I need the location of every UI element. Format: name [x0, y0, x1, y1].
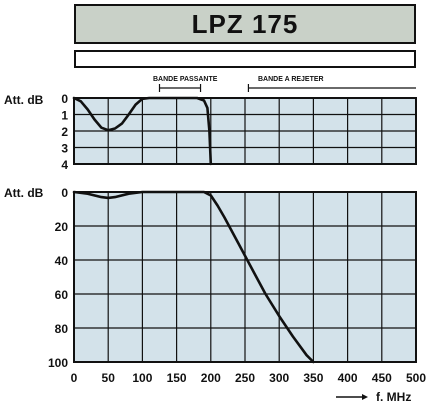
passband-panel: 0 1 2 3 4: [61, 92, 417, 172]
reject-band-label: BANDE A REJETER: [258, 76, 324, 83]
y-tick-label: 4: [61, 158, 68, 172]
response-curve: [72, 190, 315, 364]
y-tick-label: 60: [55, 288, 69, 302]
x-axis-label: f. MHz: [376, 390, 411, 403]
pass-band-label: BANDE PASSANTE: [153, 76, 218, 83]
x-tick-label: 250: [235, 371, 255, 385]
y-tick-label: 2: [61, 125, 68, 139]
x-tick-label: 450: [372, 371, 392, 385]
x-tick-label: 300: [269, 371, 289, 385]
x-tick-label: 500: [406, 371, 426, 385]
x-tick-label: 100: [132, 371, 152, 385]
chart-title: LPZ 175: [191, 8, 299, 39]
band-strip: [74, 50, 416, 68]
response-curve: [72, 96, 213, 166]
y-tick-label: 0: [61, 92, 68, 106]
x-tick-label: 200: [201, 371, 221, 385]
y-tick-label: 80: [55, 322, 69, 336]
y-tick-label: 0: [61, 186, 68, 200]
title-box: LPZ 175: [74, 4, 416, 44]
x-tick-label: 150: [167, 371, 187, 385]
band-markers: [158, 84, 416, 92]
y-axis-label-bottom: Att. dB: [4, 186, 44, 200]
x-tick-label: 400: [338, 371, 358, 385]
y-axis-label-top: Att. dB: [4, 93, 44, 107]
x-tick-label: 0: [71, 371, 78, 385]
y-tick-label: 1: [61, 109, 68, 123]
y-tick-label: 100: [48, 356, 68, 370]
y-tick-label: 40: [55, 254, 69, 268]
y-tick-label: 3: [61, 142, 68, 156]
x-tick-label: 50: [102, 371, 116, 385]
x-tick-label: 350: [303, 371, 323, 385]
x-axis-arrow-head: [362, 394, 368, 400]
y-tick-label: 20: [55, 220, 69, 234]
